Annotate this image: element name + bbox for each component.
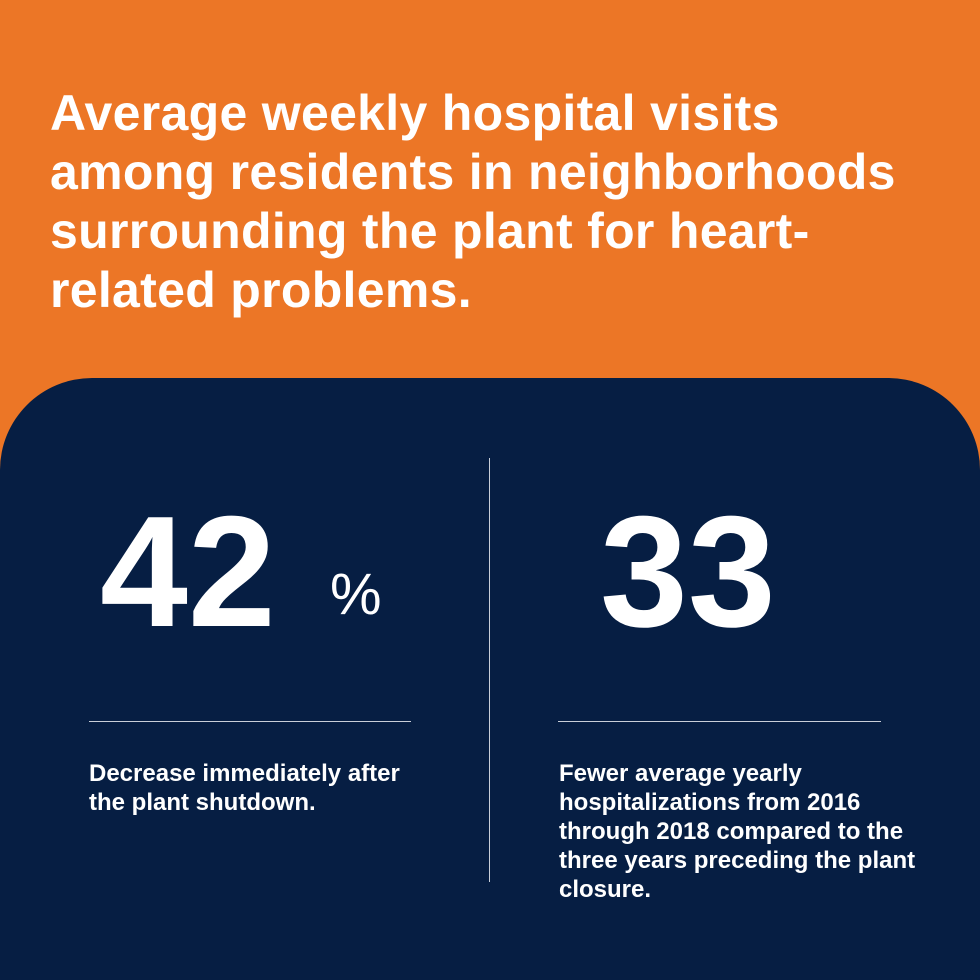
stats-panel [0,378,980,980]
title: Average weekly hospital visits among res… [50,85,896,318]
separator [89,721,411,722]
stat-description: Decrease immediately after the plant shu… [89,760,400,816]
stat-unit: % [330,562,382,627]
divider [489,458,490,882]
stat-value: 42 [100,484,276,660]
separator [558,721,881,722]
stat-value: 33 [600,484,776,660]
stat-description: Fewer average yearly hospitalizations fr… [559,760,916,903]
